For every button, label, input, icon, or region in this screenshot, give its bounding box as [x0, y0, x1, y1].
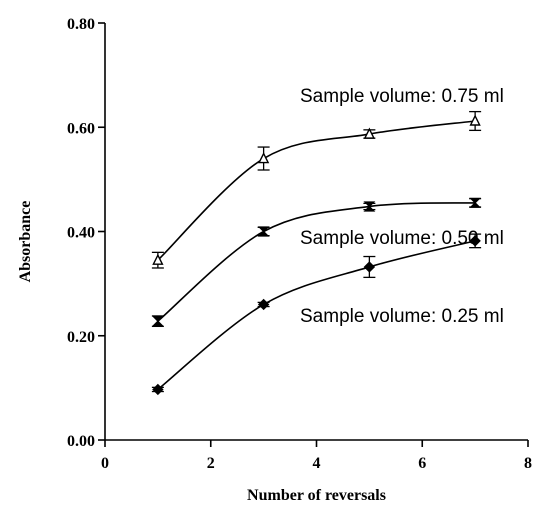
diamond-marker: [363, 261, 376, 273]
triangle-marker: [152, 253, 164, 265]
x-tick-label: 4: [313, 455, 321, 472]
y-tick-label: 0.20: [67, 329, 95, 346]
diamond-marker: [469, 235, 481, 247]
y-tick-label: 0.00: [67, 433, 95, 450]
diamond-marker: [257, 298, 270, 311]
y-tick-label: 0.80: [67, 16, 95, 33]
series-label-0-75ml: Sample volume: 0.75 ml: [300, 86, 504, 107]
y-tick-label: 0.60: [67, 120, 95, 137]
hourglass-marker: [363, 201, 376, 212]
hourglass-marker: [151, 316, 164, 327]
y-tick-label: 0.40: [67, 225, 95, 242]
x-tick-label: 6: [418, 455, 426, 472]
diamond-marker: [152, 383, 164, 396]
series-label-0-50ml: Sample volume: 0.50 ml: [300, 228, 504, 249]
y-axis-title: Absorbance: [17, 201, 34, 283]
fit-curve-series-0: [157, 120, 476, 261]
x-tick-label: 2: [207, 455, 215, 472]
triangle-marker: [363, 127, 376, 139]
axis-ticks: [98, 22, 529, 447]
triangle-marker: [257, 151, 270, 164]
series-label-0-25ml: Sample volume: 0.25 ml: [300, 306, 504, 327]
triangle-marker: [469, 114, 481, 126]
fit-curve-series-1: [157, 202, 476, 322]
x-tick-label: 0: [101, 455, 109, 472]
hourglass-marker: [257, 226, 270, 237]
hourglass-marker: [469, 197, 482, 208]
fit-curve-series-2: [157, 240, 476, 391]
x-tick-label: 8: [524, 455, 532, 472]
fit-curves: [157, 120, 476, 391]
x-axis-title: Number of reversals: [247, 487, 386, 504]
data-markers: [151, 114, 482, 396]
tick-labels: 0 2 4 6 8 0.00 0.20 0.40 0.60 0.80: [67, 16, 532, 472]
